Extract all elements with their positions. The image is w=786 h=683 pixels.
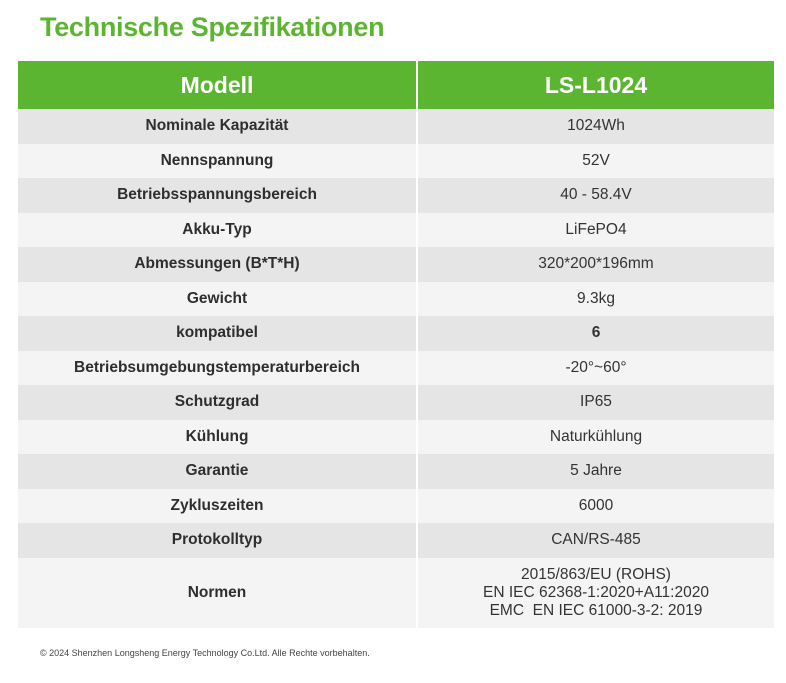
row-label: Nominale Kapazität bbox=[18, 109, 418, 144]
normen-values: 2015/863/EU (ROHS) EN IEC 62368-1:2020+A… bbox=[417, 557, 774, 628]
row-label: Nennspannung bbox=[18, 143, 418, 178]
table-row: Kühlung Naturkühlung bbox=[18, 419, 774, 454]
row-value: IP65 bbox=[417, 385, 774, 420]
row-value: CAN/RS-485 bbox=[417, 523, 774, 558]
row-label: Schutzgrad bbox=[18, 385, 418, 420]
copyright-footer: © 2024 Shenzhen Longsheng Energy Technol… bbox=[40, 648, 370, 658]
row-value: 52V bbox=[417, 143, 774, 178]
table-row: Betriebsspannungsbereich 40 - 58.4V bbox=[18, 178, 774, 213]
row-label: Protokolltyp bbox=[18, 523, 418, 558]
table-row: Nennspannung 52V bbox=[18, 143, 774, 178]
table-row: Garantie 5 Jahre bbox=[18, 454, 774, 489]
row-label: Gewicht bbox=[18, 281, 418, 316]
header-model-label: Modell bbox=[18, 61, 418, 109]
row-label: Normen bbox=[18, 557, 418, 628]
row-value: -20°~60° bbox=[417, 350, 774, 385]
table-row: Schutzgrad IP65 bbox=[18, 385, 774, 420]
table-row: Betriebsumgebungstemperaturbereich -20°~… bbox=[18, 350, 774, 385]
row-label: Garantie bbox=[18, 454, 418, 489]
table-row: Akku-Typ LiFePO4 bbox=[18, 212, 774, 247]
header-row: Modell LS-L1024 bbox=[18, 61, 774, 109]
table-row: Protokolltyp CAN/RS-485 bbox=[18, 523, 774, 558]
row-label: kompatibel bbox=[18, 316, 418, 351]
row-value: 1024Wh bbox=[417, 109, 774, 144]
page-title: Technische Spezifikationen bbox=[40, 12, 385, 42]
row-value: LiFePO4 bbox=[417, 212, 774, 247]
table-row: Zykluszeiten 6000 bbox=[18, 488, 774, 523]
row-value: Naturkühlung bbox=[417, 419, 774, 454]
row-label: Abmessungen (B*T*H) bbox=[18, 247, 418, 282]
normen-line: 2015/863/EU (ROHS) bbox=[521, 565, 671, 583]
header-model-value: LS-L1024 bbox=[417, 61, 774, 109]
table-row: Gewicht 9.3kg bbox=[18, 281, 774, 316]
spec-table: Modell LS-L1024 Nominale Kapazität 1024W… bbox=[18, 61, 774, 628]
normen-line: EN IEC 62368-1:2020+A11:2020 bbox=[483, 583, 709, 601]
normen-line: EMC EN IEC 61000-3-2: 2019 bbox=[489, 601, 703, 619]
row-value: 6 bbox=[417, 316, 774, 351]
row-label: Betriebsspannungsbereich bbox=[18, 178, 418, 213]
row-value: 5 Jahre bbox=[417, 454, 774, 489]
row-label: Akku-Typ bbox=[18, 212, 418, 247]
row-label: Betriebsumgebungstemperaturbereich bbox=[18, 350, 418, 385]
table-row: kompatibel 6 bbox=[18, 316, 774, 351]
table-row: Abmessungen (B*T*H) 320*200*196mm bbox=[18, 247, 774, 282]
table-row: Nominale Kapazität 1024Wh bbox=[18, 109, 774, 144]
table-row-normen: Normen 2015/863/EU (ROHS) EN IEC 62368-1… bbox=[18, 557, 774, 628]
row-value: 320*200*196mm bbox=[417, 247, 774, 282]
row-value: 6000 bbox=[417, 488, 774, 523]
row-label: Zykluszeiten bbox=[18, 488, 418, 523]
row-value: 9.3kg bbox=[417, 281, 774, 316]
row-value: 40 - 58.4V bbox=[417, 178, 774, 213]
row-label: Kühlung bbox=[18, 419, 418, 454]
